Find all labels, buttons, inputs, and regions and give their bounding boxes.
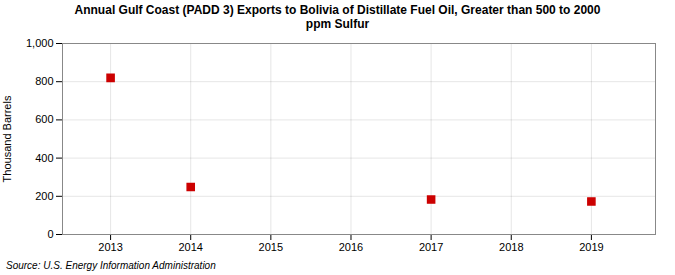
svg-text:Thousand Barrels: Thousand Barrels [1,95,13,182]
svg-text:0: 0 [47,228,53,240]
svg-text:2018: 2018 [499,241,523,253]
html-text:ppm Sulfur: ppm Sulfur [305,17,370,31]
svg-text:600: 600 [35,113,53,125]
svg-text:2017: 2017 [419,241,443,253]
svg-text:200: 200 [35,190,53,202]
svg-text:400: 400 [35,152,53,164]
svg-text:2013: 2013 [98,241,122,253]
svg-text:2015: 2015 [259,241,283,253]
svg-text:1,000: 1,000 [26,37,54,49]
html-text:Annual Gulf Coast (PADD 3) Exp: Annual Gulf Coast (PADD 3) Exports to Bo… [74,3,601,17]
svg-text:2016: 2016 [339,241,363,253]
html-text:Source: U.S. Energy Informatio: Source: U.S. Energy Information Administ… [6,260,216,271]
svg-text:2019: 2019 [579,241,603,253]
svg-text:800: 800 [35,75,53,87]
svg-text:2014: 2014 [178,241,202,253]
